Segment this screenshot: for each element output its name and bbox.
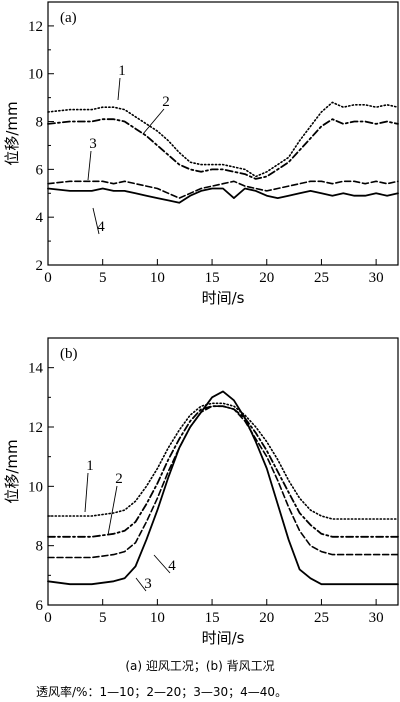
series-line-3 [47,180,399,199]
series-annotation-4: 4 [168,558,176,574]
series-line-3 [47,405,399,559]
series-annotation-4: 4 [97,219,105,235]
x-tick-label: 0 [44,270,52,286]
series-annotation-2: 2 [115,471,123,487]
series-line-2 [47,118,399,180]
figure-caption-line-2: 透风率/%：1—10；2—20；3—30；4—40。 [36,685,288,699]
x-tick-label: 20 [259,610,274,626]
series-line-1 [47,402,399,520]
figure-caption-line-1: (a) 迎风工况；(b) 背风工况 [125,659,275,673]
x-tick-label: 10 [150,270,165,286]
x-tick-label: 5 [99,610,107,626]
x-tick-label: 15 [205,610,220,626]
y-tick-label: 12 [28,19,43,35]
x-tick-label: 20 [259,270,274,286]
series-annotation-1: 1 [86,458,94,474]
x-tick-label: 0 [44,610,52,626]
series-annotation-leader-2 [142,108,165,135]
series-annotation-3: 3 [89,136,97,152]
series-annotation-leader-4 [153,554,171,574]
x-tick-label: 10 [150,610,165,626]
y-tick-label: 8 [36,115,44,131]
panel-label: (b) [60,346,78,362]
y-tick-label: 2 [36,258,44,274]
y-axis-label: 位移/mm [3,439,21,503]
series-line-2 [47,405,399,538]
series-annotation-2: 2 [162,94,170,110]
x-tick-label: 25 [314,270,329,286]
series-line-4 [47,187,399,204]
y-tick-label: 4 [36,210,44,226]
series-annotation-3: 3 [144,576,152,592]
y-tick-label: 8 [36,539,44,555]
y-tick-label: 6 [36,162,44,178]
x-tick-label: 30 [369,610,384,626]
series-annotation-1: 1 [118,63,126,79]
x-tick-label: 30 [369,270,384,286]
series-annotation-leader-4 [92,207,100,235]
x-axis-label: 时间/s [202,629,245,647]
series-annotation-leader-3 [135,577,147,592]
series-line-1 [47,101,399,178]
y-tick-label: 10 [28,67,43,83]
series-annotation-leader-2 [107,485,118,536]
panel-label: (a) [60,10,77,26]
plot-frame [47,337,399,606]
plot-frame [47,1,399,266]
y-tick-label: 6 [36,598,44,614]
y-axis-label: 位移/mm [3,101,21,165]
y-tick-label: 12 [28,420,43,436]
series-annotation-leader-3 [87,150,92,181]
y-tick-label: 10 [28,479,43,495]
x-tick-label: 15 [205,270,220,286]
x-tick-label: 25 [314,610,329,626]
series-line-4 [47,390,399,586]
y-tick-label: 14 [28,361,44,377]
series-annotation-leader-1 [84,472,89,513]
series-annotation-leader-1 [117,77,121,101]
x-tick-label: 5 [99,270,107,286]
x-axis-label: 时间/s [202,289,245,307]
